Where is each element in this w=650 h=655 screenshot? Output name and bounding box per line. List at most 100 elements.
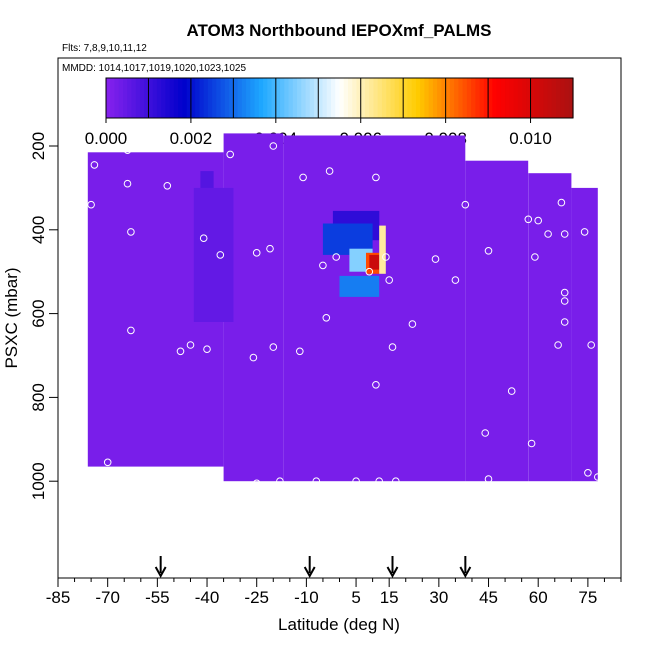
sample-point	[584, 469, 592, 477]
colorbar-cell	[386, 78, 392, 118]
sample-point	[372, 173, 380, 182]
colorbar-cell	[284, 78, 290, 118]
colorbar-cell	[263, 78, 268, 118]
sample-point	[461, 200, 470, 209]
y-tick-label: 1000	[29, 462, 48, 500]
colorbar-cell	[551, 78, 557, 118]
colorbar-cell	[246, 78, 251, 118]
colorbar-cell	[381, 78, 387, 118]
colorbar-cell	[513, 78, 519, 118]
colorbar-cell	[466, 78, 472, 118]
sample-point	[392, 477, 400, 486]
colorbar-cell	[530, 78, 536, 118]
sample-point	[534, 216, 543, 225]
x-tick-label: 30	[429, 588, 448, 607]
sample-point	[299, 173, 307, 182]
sample-point	[249, 353, 258, 362]
colorbar-cell	[454, 78, 459, 118]
x-tick-label: -85	[46, 588, 71, 607]
colorbar-cell	[161, 78, 167, 118]
colorbar-cell	[424, 78, 430, 118]
colorbar-tick-label: 0.010	[509, 129, 552, 148]
sample-point	[507, 387, 516, 395]
sample-point	[375, 477, 384, 486]
colorbar-cell	[241, 78, 247, 118]
colorbar-cell	[432, 78, 438, 118]
x-tick-label: -40	[195, 588, 220, 607]
sample-point	[560, 297, 569, 305]
colorbar-cell	[305, 78, 311, 118]
colorbar-cell	[271, 78, 277, 118]
data-cell	[571, 187, 598, 482]
colorbar-cell	[110, 78, 116, 118]
colorbar-cell	[258, 78, 264, 118]
sample-point	[216, 251, 225, 259]
x-tick-label: -70	[95, 588, 120, 607]
colorbar-cell	[195, 78, 200, 118]
sample-point	[123, 179, 132, 188]
colorbar-cell	[475, 78, 481, 118]
colorbar-cell	[203, 78, 209, 118]
colorbar-cell	[148, 78, 154, 118]
sample-point	[560, 318, 569, 326]
colorbar-cell	[407, 78, 413, 118]
colorbar-cell	[275, 78, 281, 118]
colorbar-cell	[479, 78, 485, 118]
colorbar-cell	[224, 78, 230, 118]
colorbar-cell	[483, 78, 489, 118]
sample-point	[90, 161, 99, 169]
sample-point	[481, 429, 490, 437]
colorbar-cell	[360, 78, 366, 118]
colorbar-cell	[322, 78, 328, 118]
data-cell	[528, 173, 572, 482]
x-tick-label: 15	[380, 588, 399, 607]
colorbar-cell	[526, 78, 532, 118]
colorbar-cell	[488, 78, 493, 118]
y-tick-label: 200	[29, 132, 48, 160]
colorbar-cell	[309, 78, 315, 118]
y-tick-label: 800	[29, 383, 48, 411]
colorbar-cell	[297, 78, 302, 118]
colorbar-cell	[356, 78, 362, 118]
data-cell	[283, 135, 466, 482]
colorbar-tick-label: 0.000	[85, 129, 128, 148]
y-tick-label: 400	[29, 216, 48, 244]
data-cell	[369, 254, 380, 270]
colorbar-cell	[186, 78, 192, 118]
colorbar-cell	[280, 78, 285, 118]
sample-point	[163, 182, 172, 190]
colorbar-cell	[190, 78, 196, 118]
colorbar-cell	[131, 78, 137, 118]
colorbar-cell	[233, 78, 239, 118]
colorbar-cell	[229, 78, 234, 118]
sample-point	[524, 215, 533, 224]
arrow-marker-head	[303, 566, 316, 579]
arrow-marker-head	[459, 566, 472, 579]
sample-point	[382, 253, 390, 261]
colorbar-cell	[347, 78, 353, 118]
sample-point	[176, 347, 185, 356]
sample-point	[527, 439, 536, 448]
colorbar-cell	[471, 78, 476, 118]
chart-title: ATOM3 Northbound IEPOXmf_PALMS	[186, 21, 491, 40]
colorbar-cell	[543, 78, 549, 118]
sample-point	[385, 276, 394, 284]
sample-point	[484, 475, 493, 483]
colorbar-cell	[144, 78, 150, 118]
data-cell	[465, 160, 529, 482]
colorbar-cell	[114, 78, 120, 118]
arrow-marker-head	[154, 566, 167, 579]
colorbar-cell	[377, 78, 383, 118]
sample-point	[77, 253, 85, 261]
sample-point	[186, 341, 195, 349]
sample-point	[332, 253, 341, 261]
colorbar-cell	[135, 78, 141, 118]
colorbar-cell	[207, 78, 213, 118]
sample-point	[322, 314, 331, 322]
plot-area	[77, 133, 602, 579]
colorbar-cell	[560, 78, 566, 118]
x-tick-label: 60	[529, 588, 548, 607]
dates-annotation: MMDD: 1014,1017,1019,1020,1023,1025	[62, 63, 246, 74]
